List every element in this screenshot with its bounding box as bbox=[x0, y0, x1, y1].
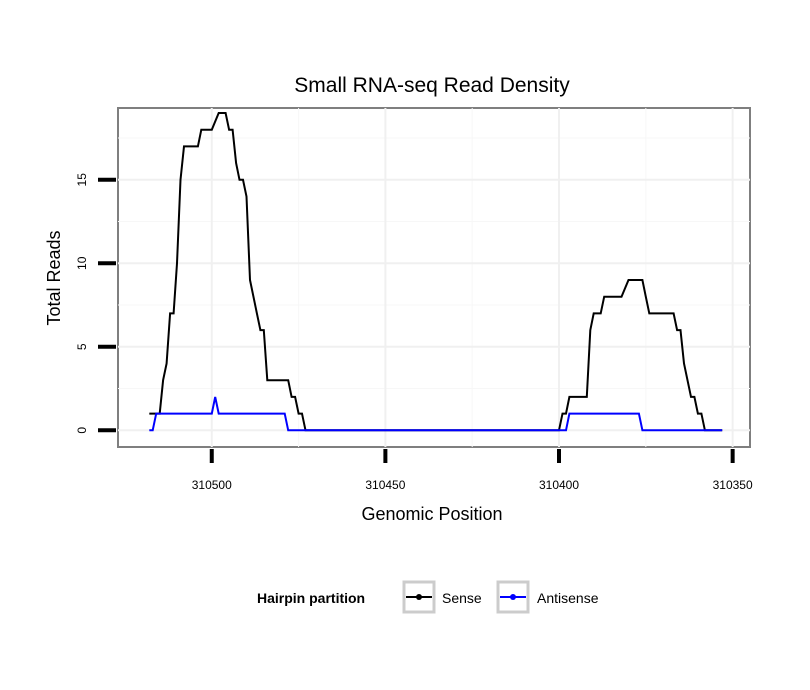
plot-panel bbox=[117, 107, 751, 448]
series-layer bbox=[149, 112, 723, 432]
x-tick-label: 310450 bbox=[365, 478, 405, 492]
y-tick-label: 10 bbox=[75, 256, 89, 270]
legend: Hairpin partition Sense Antisense bbox=[257, 580, 599, 614]
y-axis: 0 5 10 15 bbox=[75, 173, 116, 434]
y-tick-label: 0 bbox=[75, 427, 89, 434]
x-tick-label: 310500 bbox=[192, 478, 232, 492]
y-tick-label: 15 bbox=[75, 173, 89, 187]
x-tick-label: 310400 bbox=[539, 478, 579, 492]
series-line-antisense bbox=[149, 396, 723, 432]
legend-label-antisense: Antisense bbox=[537, 590, 599, 606]
x-tick-label: 310350 bbox=[713, 478, 753, 492]
x-axis: 310500 310450 310400 310350 bbox=[192, 449, 753, 492]
legend-title: Hairpin partition bbox=[257, 590, 365, 606]
legend-item-sense: Sense bbox=[402, 580, 482, 614]
chart-title: Small RNA-seq Read Density bbox=[294, 74, 570, 97]
y-axis-title: Total Reads bbox=[44, 230, 64, 325]
x-axis-title: Genomic Position bbox=[361, 504, 502, 524]
legend-label-sense: Sense bbox=[442, 590, 482, 606]
y-tick-label: 5 bbox=[75, 343, 89, 350]
legend-item-antisense: Antisense bbox=[496, 580, 599, 614]
major-gridlines bbox=[118, 108, 750, 447]
legend-key-point-antisense bbox=[510, 594, 516, 600]
legend-key-point-sense bbox=[416, 594, 422, 600]
minor-gridlines bbox=[118, 108, 750, 447]
